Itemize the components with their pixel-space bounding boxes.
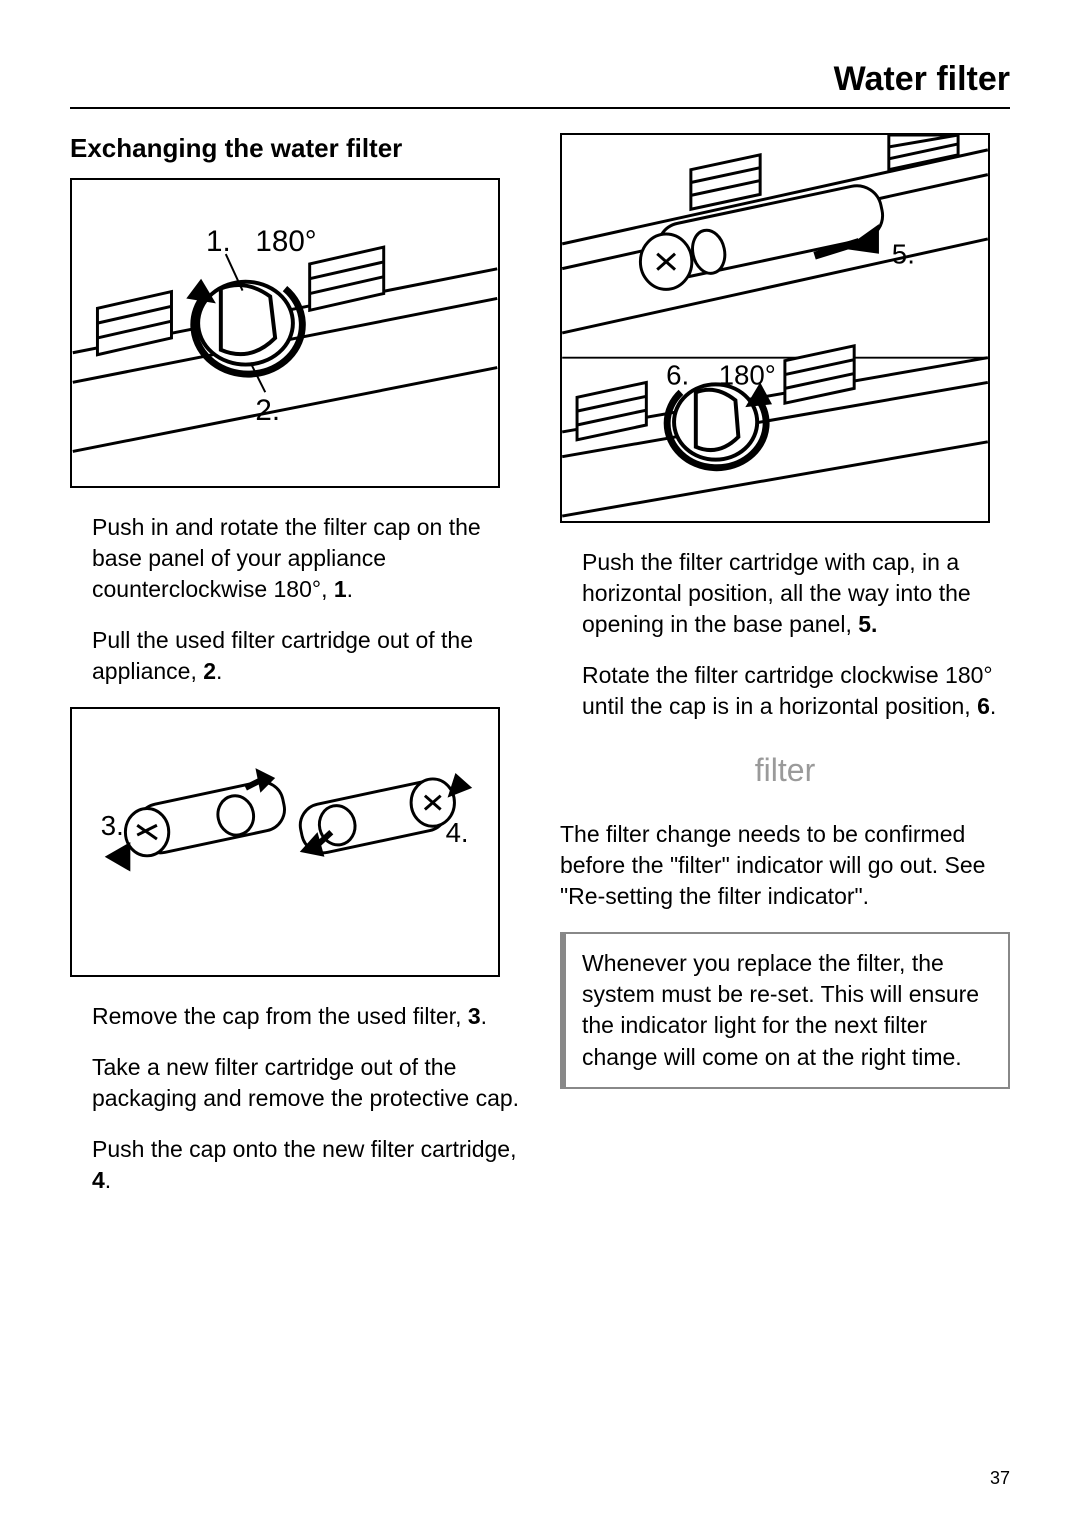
page-title: Water filter <box>70 60 1010 99</box>
filter-indicator-label: filter <box>560 752 1010 789</box>
instruction-2: Pull the used filter cartridge out of th… <box>70 625 520 687</box>
fig-a-label-1: 1. <box>206 225 231 258</box>
page-header: Water filter <box>70 60 1010 109</box>
note-box: Whenever you replace the filter, the sys… <box>560 932 1010 1088</box>
section-subheading: Exchanging the water filter <box>70 133 520 164</box>
fig-c-label-5: 5. <box>892 239 915 270</box>
right-column: 5. <box>560 133 1010 1216</box>
fig-b-label-4: 4. <box>446 817 469 848</box>
instruction-3: Remove the cap from the used filter, 3. <box>70 1001 520 1032</box>
left-column: Exchanging the water filter <box>70 133 520 1216</box>
instruction-1: Push in and rotate the filter cap on the… <box>70 512 520 605</box>
fig-a-label-2: 2. <box>255 394 280 427</box>
fig-a-angle: 180° <box>255 225 316 258</box>
fig-b-label-3: 3. <box>101 810 124 841</box>
figure-rotate-cap: 1. 180° 2. <box>70 178 500 488</box>
diagram-rotate-cap-svg: 1. 180° 2. <box>72 180 498 486</box>
note-text: Whenever you replace the filter, the sys… <box>582 950 979 1069</box>
page-number: 37 <box>990 1468 1010 1489</box>
figure-swap-cap: 3. 4. <box>70 707 500 977</box>
instruction-5: Push the cap onto the new filter cartrid… <box>70 1134 520 1196</box>
page: Water filter Exchanging the water filter <box>0 0 1080 1529</box>
figure-insert-rotate: 5. <box>560 133 990 523</box>
fig-c-angle: 180° <box>719 359 776 390</box>
diagram-swap-cap-svg: 3. 4. <box>72 709 498 975</box>
fig-c-label-6: 6. <box>666 359 689 390</box>
instruction-7: Rotate the filter cartridge clockwise 18… <box>560 660 1010 722</box>
paragraph-confirm: The filter change needs to be confirmed … <box>560 819 1010 912</box>
instruction-6: Push the filter cartridge with cap, in a… <box>560 547 1010 640</box>
instruction-4: Take a new filter cartridge out of the p… <box>70 1052 520 1114</box>
diagram-insert-rotate-svg: 5. <box>562 135 988 521</box>
content-columns: Exchanging the water filter <box>70 133 1010 1216</box>
